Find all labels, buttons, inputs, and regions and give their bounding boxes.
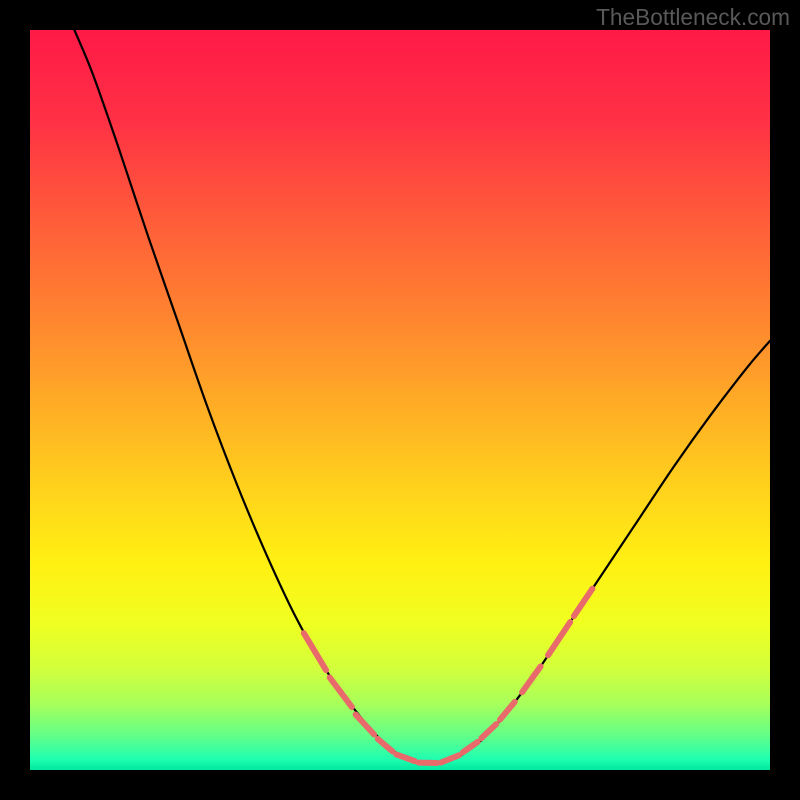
plot-background (30, 30, 770, 770)
bottleneck-chart (0, 0, 800, 800)
chart-stage: TheBottleneck.com (0, 0, 800, 800)
